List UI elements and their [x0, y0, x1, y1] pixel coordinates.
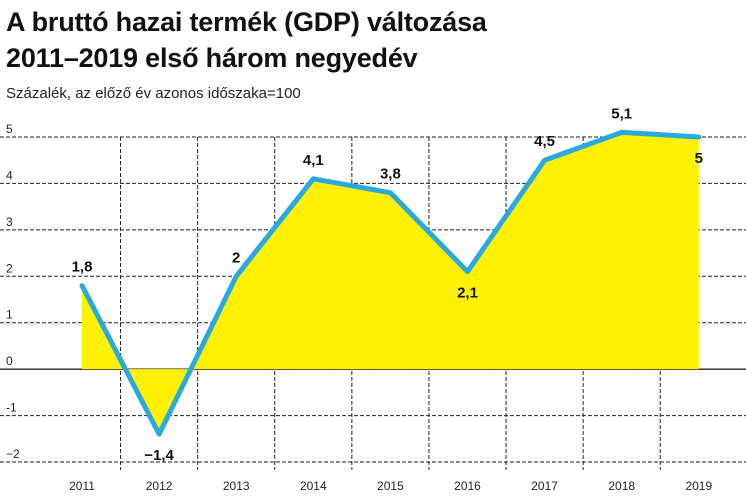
chart-title-line-2: 2011–2019 első három negyedév	[6, 43, 418, 73]
x-tick-label: 2016	[454, 479, 481, 493]
data-labels: 1,8 −1,4 2 4,1 3,8 2,1 4,5 5,1 5	[72, 105, 703, 464]
chart-subtitle: Százalék, az előző év azonos időszaka=10…	[6, 85, 301, 102]
y-tick-label: 3	[6, 215, 13, 229]
area-fill-shape	[82, 132, 699, 435]
data-label: 1,8	[72, 259, 93, 276]
x-tick-label: 2017	[531, 479, 558, 493]
data-label: 3,8	[380, 166, 401, 183]
area-fill	[82, 132, 699, 435]
chart-title-line-1: A bruttó hazai termék (GDP) változása	[6, 7, 487, 37]
x-tick-label: 2018	[608, 479, 635, 493]
y-tick-label: 5	[6, 122, 13, 136]
chart-title: A bruttó hazai termék (GDP) változása 20…	[6, 4, 487, 76]
y-tick-label: −2	[6, 447, 20, 461]
x-tick-label: 2012	[146, 479, 173, 493]
y-tick-label: 1	[6, 308, 13, 322]
x-tick-label: 2015	[377, 479, 404, 493]
data-label: 2,1	[457, 285, 478, 302]
data-label: −1,4	[144, 447, 174, 464]
y-tick-label: 2	[6, 261, 13, 275]
y-tick-label: -1	[6, 401, 17, 415]
data-label: 5	[695, 150, 703, 167]
x-tick-label: 2011	[69, 479, 95, 493]
y-tick-label: 0	[6, 354, 13, 368]
y-axis-labels: 5 4 3 2 1 0 -1 −2	[6, 122, 20, 461]
data-label: 5,1	[611, 105, 632, 122]
x-axis-labels: 2011 2012 2013 2014 2015 2016 2017 2018 2019	[69, 479, 712, 493]
series-line	[79, 129, 702, 437]
x-tick-label: 2019	[685, 479, 712, 493]
x-tick-label: 2013	[223, 479, 250, 493]
data-label: 4,1	[303, 152, 324, 169]
data-label: 2	[232, 249, 240, 266]
data-label: 4,5	[534, 133, 555, 150]
y-tick-label: 4	[6, 168, 13, 182]
x-tick-label: 2014	[300, 479, 327, 493]
